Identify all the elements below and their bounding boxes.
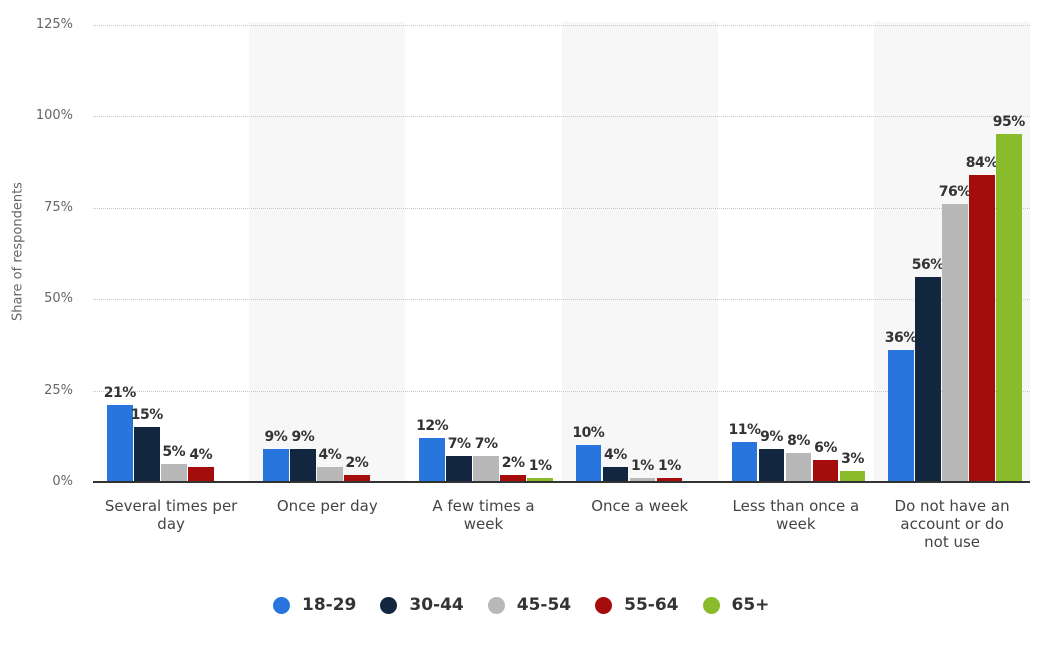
bar-45-54[interactable] xyxy=(942,203,968,482)
bar-55-64[interactable] xyxy=(969,174,995,482)
bar-65+[interactable] xyxy=(527,478,553,482)
legend-item-45-54[interactable]: 45-54 xyxy=(487,595,572,615)
x-tick-label: Do not have an account or do not use xyxy=(894,497,1010,551)
bar-45-54[interactable] xyxy=(629,478,656,482)
data-label: 4% xyxy=(318,447,342,464)
data-label: 7% xyxy=(447,436,471,453)
bar-18-29[interactable] xyxy=(107,405,133,482)
legend: 18-29 30-44 45-54 55-64 65+ xyxy=(273,595,793,615)
data-label: 15% xyxy=(130,407,164,424)
bar-65+[interactable] xyxy=(839,471,866,482)
bar-18-29[interactable] xyxy=(419,438,445,482)
data-label: 9% xyxy=(760,429,783,446)
legend-item-55-64[interactable]: 55-64 xyxy=(595,595,679,615)
data-label: 1% xyxy=(528,458,552,475)
data-label: 2% xyxy=(345,454,369,471)
data-label: 21% xyxy=(103,385,137,402)
bar-65+[interactable] xyxy=(996,134,1022,482)
bar-18-29[interactable] xyxy=(888,350,914,482)
legend-label: 18-29 xyxy=(302,595,357,615)
data-label: 9% xyxy=(291,429,315,446)
data-label: 10% xyxy=(572,425,605,442)
bar-18-29[interactable] xyxy=(263,449,289,482)
data-label: 1% xyxy=(657,458,681,475)
data-label: 2% xyxy=(501,454,525,471)
gridline xyxy=(93,116,1030,117)
legend-dot-icon xyxy=(487,596,505,614)
bar-30-44[interactable] xyxy=(290,449,316,482)
gridline xyxy=(93,390,1030,392)
x-axis-line xyxy=(93,481,1030,483)
legend-item-18-29[interactable]: 18-29 xyxy=(273,595,356,615)
bar-55-64[interactable] xyxy=(500,474,526,482)
data-label: 5% xyxy=(162,443,186,460)
legend-dot-icon xyxy=(380,596,398,614)
bar-18-29[interactable] xyxy=(575,445,602,482)
data-label: 11% xyxy=(728,421,762,438)
bar-30-44[interactable] xyxy=(446,456,472,482)
legend-label: 45-54 xyxy=(516,595,572,615)
data-label: 3% xyxy=(841,451,864,468)
bar-55-64[interactable] xyxy=(344,474,370,482)
data-label: 36% xyxy=(884,330,918,347)
data-label: 4% xyxy=(603,447,627,464)
legend-label: 55-64 xyxy=(624,595,679,615)
x-tick-label: Less than once a week xyxy=(732,497,860,533)
legend-item-65+[interactable]: 65+ xyxy=(702,595,770,615)
legend-dot-icon xyxy=(595,596,613,614)
gridline xyxy=(93,207,1030,209)
data-label: 76% xyxy=(938,183,972,200)
bar-45-54[interactable] xyxy=(473,456,499,482)
x-tick-label: Several times per day xyxy=(104,497,238,533)
category-band xyxy=(561,22,718,482)
data-label: 56% xyxy=(911,257,945,274)
data-label: 12% xyxy=(416,418,449,435)
data-label: 7% xyxy=(474,436,498,453)
data-label: 6% xyxy=(814,440,837,457)
gridline xyxy=(93,299,1030,300)
y-tick-label: 75% xyxy=(44,199,73,215)
data-label: 84% xyxy=(965,154,999,171)
bar-18-29[interactable] xyxy=(731,441,758,482)
y-tick-label: 25% xyxy=(44,382,73,398)
x-tick-label: Once a week xyxy=(591,497,689,515)
y-tick-label: 125% xyxy=(35,16,73,32)
data-label: 1% xyxy=(630,458,654,475)
y-tick-label: 50% xyxy=(44,291,73,306)
x-tick-label: Once per day xyxy=(276,497,378,515)
legend-dot-icon xyxy=(702,596,720,614)
gridline xyxy=(93,24,1030,26)
bar-55-64[interactable] xyxy=(188,467,214,482)
legend-dot-icon xyxy=(273,596,290,614)
bar-45-54[interactable] xyxy=(161,463,187,482)
bar-30-44[interactable] xyxy=(602,467,629,482)
bar-30-44[interactable] xyxy=(915,277,941,482)
legend-label: 30-44 xyxy=(409,595,464,615)
bar-45-54[interactable] xyxy=(785,452,812,482)
category-band xyxy=(249,22,406,482)
bar-30-44[interactable] xyxy=(134,427,160,482)
bar-55-64[interactable] xyxy=(812,460,839,482)
data-label: 8% xyxy=(787,432,810,449)
data-label: 9% xyxy=(264,429,288,446)
legend-item-30-44[interactable]: 30-44 xyxy=(380,595,464,615)
y-tick-label: 0% xyxy=(52,474,73,489)
legend-label: 65+ xyxy=(731,595,770,615)
y-tick-label: 100% xyxy=(35,108,73,123)
x-tick-label: A few times a week xyxy=(432,497,535,533)
bar-30-44[interactable] xyxy=(758,449,785,482)
bar-45-54[interactable] xyxy=(317,467,343,482)
data-label: 4% xyxy=(189,447,213,464)
bar-55-64[interactable] xyxy=(656,478,683,482)
data-label: 95% xyxy=(992,114,1026,131)
